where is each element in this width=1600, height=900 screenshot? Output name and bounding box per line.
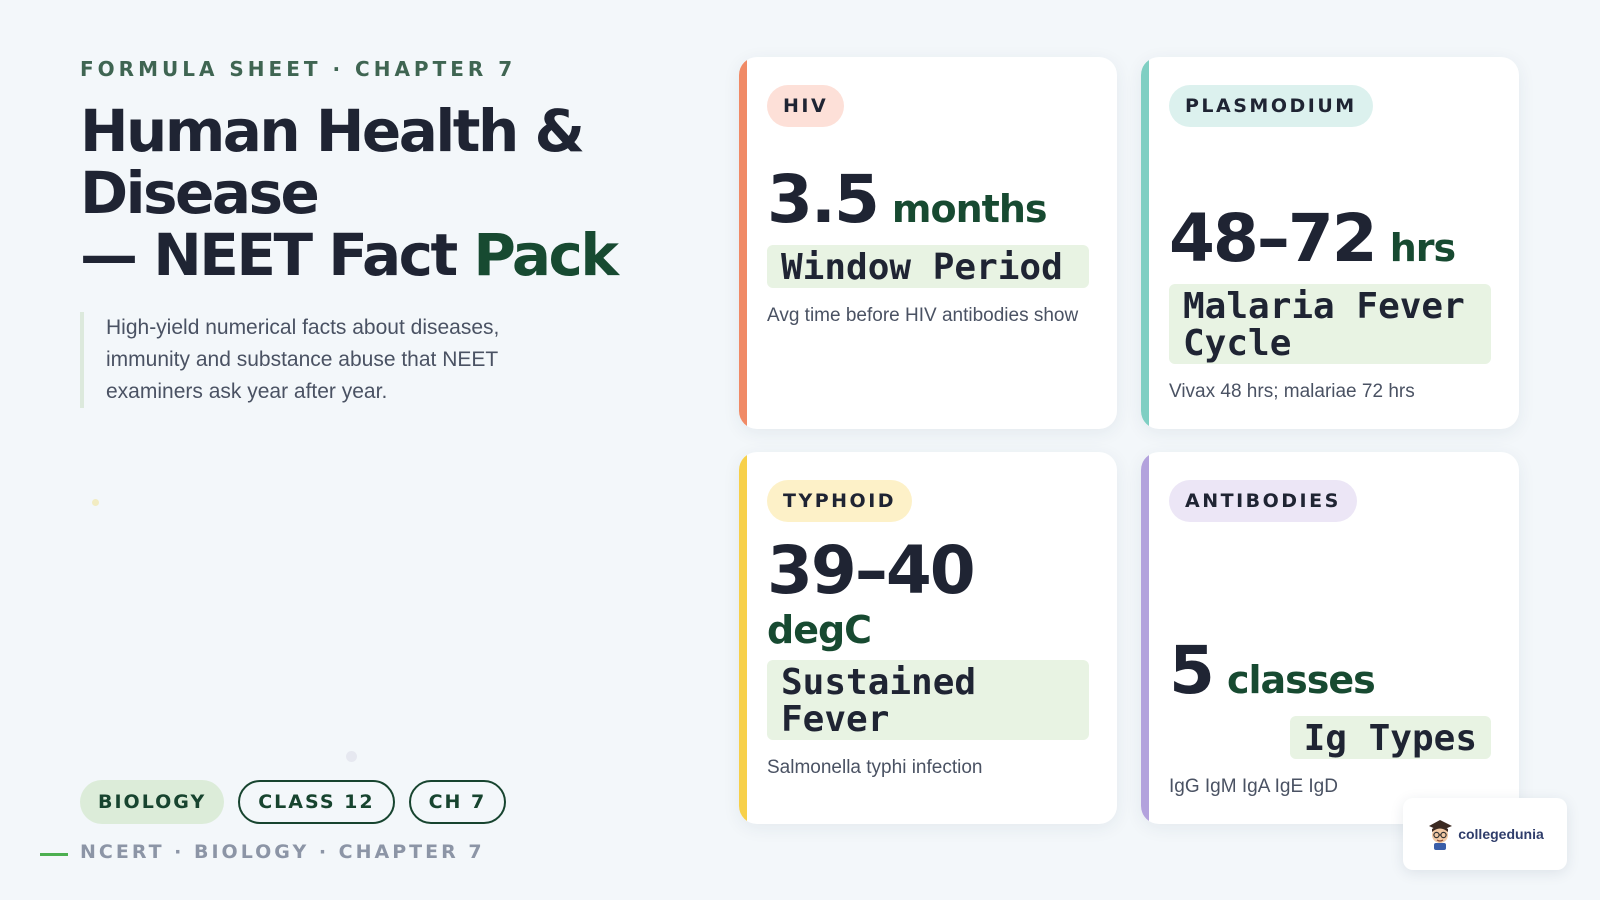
card-label: Sustained Fever [767,660,1089,740]
fact-card-hiv: HIV 3.5 months Window Period Avg time be… [739,57,1117,429]
card-note: IgG IgM IgA IgE IgD [1169,776,1338,797]
decorative-dot [92,499,99,506]
card-label: Window Period [767,245,1089,288]
logo-text: collegedunia [1458,826,1544,842]
eyebrow: FORMULA SHEET · CHAPTER 7 [80,57,517,81]
title-line-2: Disease [80,159,320,227]
tag-chapter: CH 7 [408,780,507,824]
card-badge: ANTIBODIES [1169,480,1357,522]
card-note: Avg time before HIV antibodies show [767,305,1079,326]
title-accent: Pack [473,221,619,289]
card-note: Salmonella typhi infection [767,757,983,778]
card-accent-stripe [1141,452,1149,824]
card-value: 39–40 degC [767,532,1089,653]
card-number: 3.5 [767,161,880,238]
title-line-3: — NEET Fact Pack [80,224,670,286]
fact-card-plasmodium: PLASMODIUM 48–72 hrs Malaria Fever Cycle… [1141,57,1519,429]
card-number: 48–72 [1169,200,1378,277]
card-label: Ig Types [1289,716,1491,759]
description: High-yield numerical facts about disease… [80,312,580,408]
student-mascot-icon [1429,820,1453,850]
page-title: Human Health & Disease — NEET Fact Pack [80,100,670,286]
card-accent-stripe [1141,57,1149,429]
card-badge: TYPHOID [767,480,913,522]
card-badge: HIV [767,85,845,127]
card-badge: PLASMODIUM [1169,85,1373,127]
tag-list: BIOLOGY CLASS 12 CH 7 [80,780,507,824]
footer-text: NCERT · BIOLOGY · CHAPTER 7 [80,841,485,863]
card-unit: hrs [1389,226,1456,270]
card-unit: degC [767,608,872,652]
tag-biology: BIOLOGY [80,780,225,824]
card-unit: months [891,187,1048,231]
fact-card-typhoid: TYPHOID 39–40 degC Sustained Fever Salmo… [739,452,1117,824]
card-accent-stripe [739,57,747,429]
card-value: 5 classes [1169,634,1491,708]
card-note: Vivax 48 hrs; malariae 72 hrs [1169,381,1415,402]
title-line-1: Human Health & [80,97,585,165]
card-accent-stripe [739,452,747,824]
card-number: 5 [1169,632,1215,709]
card-number: 39–40 [767,532,976,609]
footer-accent-line [40,853,68,856]
card-label: Malaria Fever Cycle [1169,284,1491,364]
left-panel: FORMULA SHEET · CHAPTER 7 Human Health &… [40,0,680,900]
collegedunia-logo[interactable]: collegedunia [1403,798,1567,870]
title-line-3-main: — NEET Fact [80,221,474,289]
fact-card-antibodies: ANTIBODIES 5 classes Ig Types IgG IgM Ig… [1141,452,1519,824]
decorative-dot [346,751,357,762]
card-unit: classes [1226,658,1376,702]
tag-class: CLASS 12 [238,780,395,824]
card-value: 48–72 hrs [1169,202,1491,276]
card-value: 3.5 months [767,163,1089,237]
